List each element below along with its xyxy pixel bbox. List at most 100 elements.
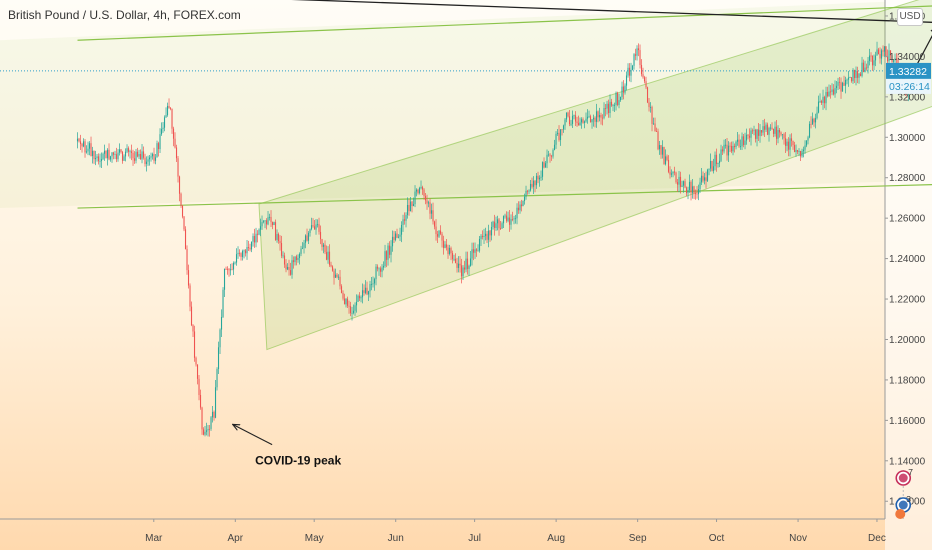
candle-body: [844, 80, 847, 86]
candle-body: [294, 256, 296, 263]
candle-body: [582, 119, 584, 123]
candle-body: [282, 255, 284, 257]
candle-body: [807, 137, 809, 141]
candle-body: [879, 54, 881, 59]
candle-body: [517, 207, 520, 211]
candle-body: [355, 301, 358, 306]
candle-body: [84, 141, 86, 153]
candle-body: [292, 260, 295, 263]
candle-body: [868, 55, 871, 61]
candle-body: [498, 219, 500, 229]
candle-body: [727, 145, 730, 156]
candle-body: [603, 108, 605, 118]
candle-body: [604, 108, 607, 109]
candle-body: [277, 234, 280, 242]
candle-body: [301, 247, 304, 249]
candle-body: [168, 106, 170, 109]
candle-body: [577, 123, 580, 126]
candle-body: [805, 140, 808, 146]
candle-body: [846, 79, 848, 81]
candle-body: [580, 119, 583, 123]
candle-body: [832, 89, 835, 95]
candle-body: [471, 249, 473, 259]
candle-body: [520, 204, 523, 207]
candle-body: [622, 86, 625, 93]
countdown-badge: [886, 78, 931, 94]
candle-body: [849, 77, 851, 78]
candle-body: [664, 156, 667, 165]
candle-body: [882, 50, 884, 52]
candle-body: [672, 171, 674, 174]
time-tick-label: Oct: [709, 533, 725, 544]
candle-body: [721, 149, 724, 152]
candle-body: [87, 148, 89, 152]
candle-body: [235, 254, 238, 263]
candle-body: [561, 129, 563, 131]
candle-body: [369, 284, 371, 292]
price-tick-label: 1.32000: [889, 92, 926, 103]
candle-body: [211, 411, 214, 418]
candle-body: [576, 121, 578, 124]
candle-body: [648, 102, 650, 108]
candle-body: [750, 130, 752, 138]
candle-body: [465, 258, 467, 270]
candle-body: [655, 131, 658, 132]
candle-body: [181, 205, 184, 217]
candle-body: [157, 143, 160, 150]
candle-body: [564, 119, 566, 126]
candle-body: [706, 169, 709, 181]
candle-body: [346, 298, 349, 306]
candle-body: [829, 91, 832, 93]
candle-body: [195, 357, 197, 365]
candle-body: [439, 230, 442, 234]
candle-body: [144, 157, 146, 164]
candle-body: [510, 219, 512, 225]
candle-body: [790, 138, 793, 141]
candle-body: [76, 138, 79, 142]
candle-body: [760, 130, 763, 133]
candle-body: [729, 145, 731, 147]
candle-body: [229, 269, 232, 271]
candle-body: [643, 77, 646, 82]
candle-body: [312, 225, 314, 227]
candle-body: [528, 190, 530, 192]
candle-body: [702, 175, 704, 181]
candle-body: [472, 249, 475, 253]
candle-body: [480, 235, 482, 240]
currency-button[interactable]: USD: [897, 8, 923, 26]
candle-body: [379, 268, 382, 272]
candle-body: [613, 104, 616, 106]
candle-body: [789, 138, 791, 150]
candle-body: [754, 129, 757, 139]
candle-body: [508, 217, 511, 225]
candle-body: [415, 189, 418, 192]
candle-body: [444, 244, 446, 248]
candle-body: [570, 123, 572, 125]
candle-body: [621, 86, 623, 98]
candle-body: [607, 103, 610, 114]
candle-body: [894, 58, 896, 61]
candle-body: [724, 144, 727, 146]
candle-body: [678, 176, 680, 185]
candle-body: [184, 229, 187, 250]
candle-body: [223, 268, 226, 290]
candle-body: [487, 230, 490, 240]
candle-body: [669, 171, 671, 175]
candle-body: [825, 92, 827, 104]
candle-body: [799, 150, 802, 157]
candle-body: [535, 175, 538, 186]
candle-body: [123, 156, 125, 161]
candle-body: [610, 101, 613, 106]
candle-body: [219, 329, 221, 348]
candle-body: [765, 124, 767, 130]
candle-body: [133, 158, 136, 161]
candle-body: [165, 115, 167, 118]
candle-body: [856, 71, 859, 78]
candle-body: [151, 154, 154, 157]
candle-body: [358, 295, 361, 299]
candle-body: [306, 235, 308, 241]
candle-body: [364, 287, 367, 293]
candle-body: [618, 100, 620, 105]
candle-body: [822, 96, 824, 103]
